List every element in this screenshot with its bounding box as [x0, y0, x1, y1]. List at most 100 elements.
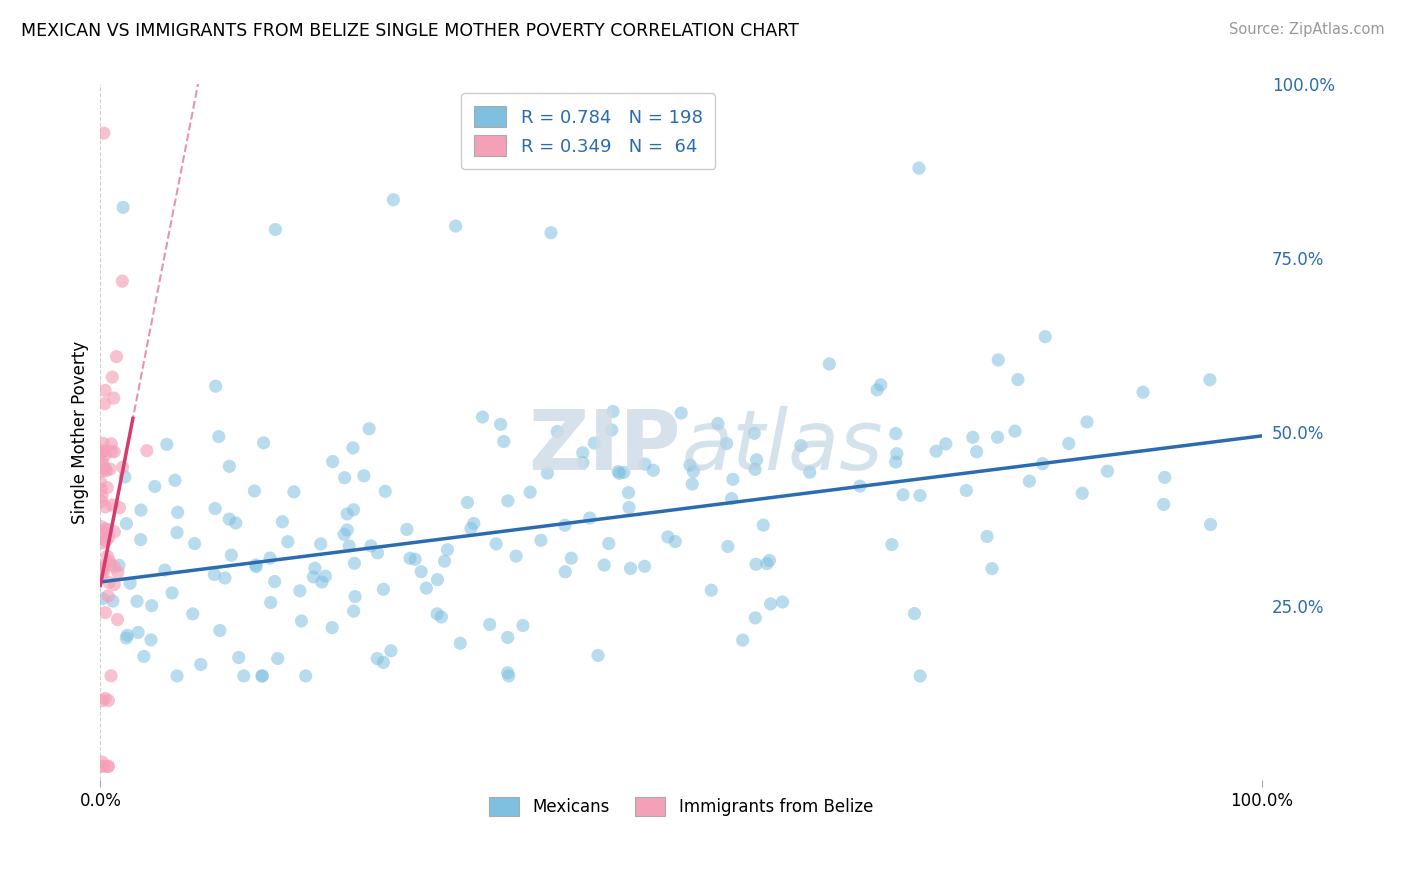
Point: [578, 511, 600, 525]
Point: [744, 462, 766, 476]
Point: [90, 445, 112, 459]
Point: [342, 502, 364, 516]
Point: [103, 391, 125, 405]
Point: [772, 595, 794, 609]
Point: [94, 526, 117, 541]
Point: [204, 379, 226, 393]
Point: [96, 523, 118, 537]
Point: [536, 466, 558, 480]
Point: [613, 466, 636, 480]
Point: [869, 377, 891, 392]
Point: [100, 437, 122, 451]
Point: [908, 488, 931, 502]
Point: [395, 523, 418, 537]
Point: [90, 446, 112, 460]
Point: [415, 581, 437, 595]
Point: [218, 459, 240, 474]
Point: [214, 571, 236, 585]
Point: [96, 464, 118, 478]
Point: [94, 384, 117, 398]
Point: [141, 599, 163, 613]
Point: [353, 468, 375, 483]
Point: [183, 536, 205, 550]
Point: [160, 586, 183, 600]
Point: [512, 618, 534, 632]
Point: [245, 559, 267, 574]
Point: [221, 548, 243, 562]
Point: [190, 657, 212, 672]
Point: [97, 589, 120, 603]
Point: [463, 516, 485, 531]
Point: [981, 561, 1004, 575]
Point: [90, 759, 112, 773]
Point: [759, 597, 782, 611]
Point: [294, 669, 316, 683]
Point: [657, 530, 679, 544]
Point: [302, 570, 325, 584]
Point: [288, 583, 311, 598]
Point: [485, 537, 508, 551]
Point: [181, 607, 204, 621]
Point: [598, 536, 620, 550]
Point: [263, 574, 285, 589]
Point: [505, 549, 527, 563]
Point: [105, 350, 128, 364]
Point: [433, 554, 456, 568]
Point: [93, 126, 115, 140]
Point: [607, 465, 630, 479]
Point: [322, 455, 344, 469]
Point: [633, 559, 655, 574]
Point: [682, 464, 704, 478]
Point: [884, 455, 907, 469]
Point: [866, 383, 889, 397]
Point: [243, 483, 266, 498]
Point: [267, 651, 290, 665]
Point: [343, 604, 366, 618]
Point: [903, 607, 925, 621]
Point: [908, 161, 931, 175]
Point: [1032, 457, 1054, 471]
Point: [669, 406, 692, 420]
Point: [496, 665, 519, 680]
Point: [94, 534, 117, 549]
Point: [98, 554, 121, 568]
Point: [153, 563, 176, 577]
Point: [91, 443, 114, 458]
Point: [166, 669, 188, 683]
Point: [277, 534, 299, 549]
Point: [745, 558, 768, 572]
Y-axis label: Single Mother Poverty: Single Mother Poverty: [72, 341, 89, 524]
Point: [94, 522, 117, 536]
Point: [107, 566, 129, 580]
Point: [617, 500, 640, 515]
Point: [120, 576, 142, 591]
Point: [166, 505, 188, 519]
Point: [986, 430, 1008, 444]
Point: [373, 582, 395, 597]
Point: [744, 611, 766, 625]
Point: [91, 536, 114, 550]
Point: [1199, 517, 1222, 532]
Point: [336, 507, 359, 521]
Point: [404, 552, 426, 566]
Point: [311, 574, 333, 589]
Point: [103, 560, 125, 574]
Point: [101, 594, 124, 608]
Point: [259, 551, 281, 566]
Point: [101, 370, 124, 384]
Point: [90, 464, 112, 478]
Point: [208, 624, 231, 638]
Point: [955, 483, 977, 498]
Point: [745, 452, 768, 467]
Point: [609, 467, 631, 481]
Point: [252, 435, 274, 450]
Point: [225, 516, 247, 530]
Point: [89, 475, 111, 489]
Point: [309, 537, 332, 551]
Point: [94, 500, 117, 514]
Point: [103, 524, 125, 539]
Point: [987, 353, 1010, 368]
Point: [271, 515, 294, 529]
Point: [90, 445, 112, 459]
Point: [111, 460, 134, 475]
